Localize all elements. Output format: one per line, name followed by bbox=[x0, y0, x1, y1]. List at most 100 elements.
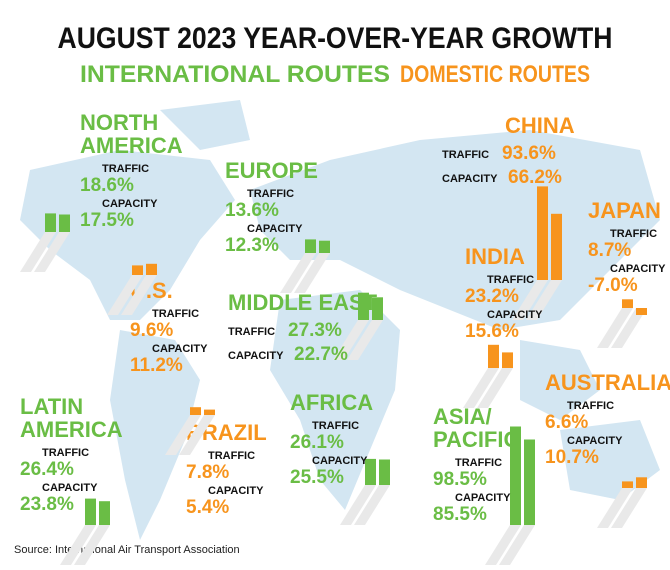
bar-shadow bbox=[20, 232, 56, 272]
bar-shadow bbox=[526, 280, 562, 320]
metric-label: TRAFFIC bbox=[228, 326, 275, 338]
metric-label: TRAFFIC bbox=[610, 228, 657, 240]
bar-shadow bbox=[597, 308, 633, 348]
bar bbox=[551, 213, 562, 280]
bar bbox=[59, 214, 70, 232]
value-label: 27.3% bbox=[288, 320, 342, 341]
bar-shadow bbox=[597, 488, 633, 528]
metric-label: TRAFFIC bbox=[42, 447, 89, 459]
metric-label: TRAFFIC bbox=[567, 400, 614, 412]
bar bbox=[132, 265, 143, 275]
metric-label: TRAFFIC bbox=[442, 149, 489, 161]
bar-shadow bbox=[512, 280, 548, 320]
metric-label: CAPACITY bbox=[312, 455, 368, 467]
region-name: LATIN bbox=[20, 394, 83, 419]
bar bbox=[365, 458, 376, 485]
bar-shadow bbox=[165, 415, 201, 455]
metric-label: CAPACITY bbox=[102, 198, 158, 210]
metric-label: CAPACITY bbox=[152, 343, 208, 355]
bar bbox=[45, 213, 56, 232]
bar bbox=[488, 344, 499, 368]
value-label: 85.5% bbox=[433, 504, 487, 525]
bar bbox=[510, 426, 521, 525]
bar-shadow bbox=[179, 415, 215, 455]
metric-label: TRAFFIC bbox=[208, 450, 255, 462]
bar bbox=[502, 352, 513, 368]
region-name: ASIA/ bbox=[433, 404, 492, 429]
value-label: 11.2% bbox=[130, 355, 183, 376]
region-name: MIDDLE EAST bbox=[228, 290, 378, 315]
bar-shadow bbox=[121, 275, 157, 315]
value-label: 26.1% bbox=[290, 432, 344, 453]
bar bbox=[190, 407, 201, 415]
metric-label: TRAFFIC bbox=[312, 420, 359, 432]
region-name: EUROPE bbox=[225, 158, 318, 183]
region-name: AFRICA bbox=[290, 390, 373, 415]
value-label: 26.4% bbox=[20, 459, 74, 480]
metric-label: TRAFFIC bbox=[102, 163, 149, 175]
value-label: 18.6% bbox=[80, 175, 134, 196]
metric-label: CAPACITY bbox=[567, 435, 623, 447]
value-label: 23.8% bbox=[20, 494, 74, 515]
metric-label: CAPACITY bbox=[442, 173, 498, 185]
value-label: 93.6% bbox=[502, 143, 556, 164]
region-name: AMERICA bbox=[80, 133, 183, 158]
value-label: 66.2% bbox=[508, 167, 562, 188]
bar bbox=[636, 477, 647, 488]
bar bbox=[372, 297, 383, 320]
bar bbox=[146, 263, 157, 275]
bar-shadow bbox=[34, 232, 70, 272]
legend-domestic: DOMESTIC ROUTES bbox=[400, 61, 590, 88]
bar-shadow bbox=[477, 368, 513, 408]
bar-shadow bbox=[333, 320, 369, 360]
bar bbox=[358, 292, 369, 320]
value-label: 8.7% bbox=[588, 240, 631, 261]
region-name: NORTH bbox=[80, 110, 158, 135]
value-label: 7.8% bbox=[186, 462, 229, 483]
bar bbox=[622, 299, 633, 308]
metric-label: CAPACITY bbox=[208, 485, 264, 497]
value-label: 5.4% bbox=[186, 497, 229, 518]
value-label: 6.6% bbox=[545, 412, 588, 433]
region-name: AMERICA bbox=[20, 417, 123, 442]
metric-label: CAPACITY bbox=[247, 223, 303, 235]
bar-shadow bbox=[611, 308, 647, 348]
bar bbox=[524, 439, 535, 525]
value-label: 23.2% bbox=[465, 286, 519, 307]
value-label: 17.5% bbox=[80, 210, 134, 231]
bar-shadow bbox=[294, 253, 330, 293]
bar bbox=[99, 501, 110, 525]
metric-label: TRAFFIC bbox=[152, 308, 199, 320]
value-label: 12.3% bbox=[225, 235, 279, 256]
value-label: 22.7% bbox=[294, 344, 348, 365]
bar bbox=[305, 239, 316, 253]
bar-shadow bbox=[463, 368, 499, 408]
region-name: PACIFIC bbox=[433, 427, 519, 452]
bar bbox=[379, 459, 390, 485]
bar-shadow bbox=[74, 525, 110, 565]
region-name: CHINA bbox=[505, 113, 575, 138]
legend-international: INTERNATIONAL ROUTES bbox=[80, 61, 390, 88]
bar bbox=[204, 409, 215, 415]
bar-shadow bbox=[354, 485, 390, 525]
region-name: INDIA bbox=[465, 244, 525, 269]
value-label: 98.5% bbox=[433, 469, 487, 490]
metric-label: CAPACITY bbox=[228, 350, 284, 362]
bar-shadow bbox=[499, 525, 535, 565]
title: AUGUST 2023 YEAR-OVER-YEAR GROWTH bbox=[58, 22, 613, 55]
metric-label: CAPACITY bbox=[487, 309, 543, 321]
value-label: 15.6% bbox=[465, 321, 519, 342]
value-label: -7.0% bbox=[588, 275, 638, 296]
bar bbox=[537, 186, 548, 280]
region-name: JAPAN bbox=[588, 198, 661, 223]
metric-label: TRAFFIC bbox=[455, 457, 502, 469]
bar bbox=[622, 481, 633, 488]
metric-label: TRAFFIC bbox=[247, 188, 294, 200]
value-label: 25.5% bbox=[290, 467, 344, 488]
bar-shadow bbox=[485, 525, 521, 565]
bar-shadow bbox=[280, 253, 316, 293]
source: Source: International Air Transport Asso… bbox=[14, 544, 240, 556]
value-label: 10.7% bbox=[545, 447, 599, 468]
bar-shadow bbox=[347, 320, 383, 360]
